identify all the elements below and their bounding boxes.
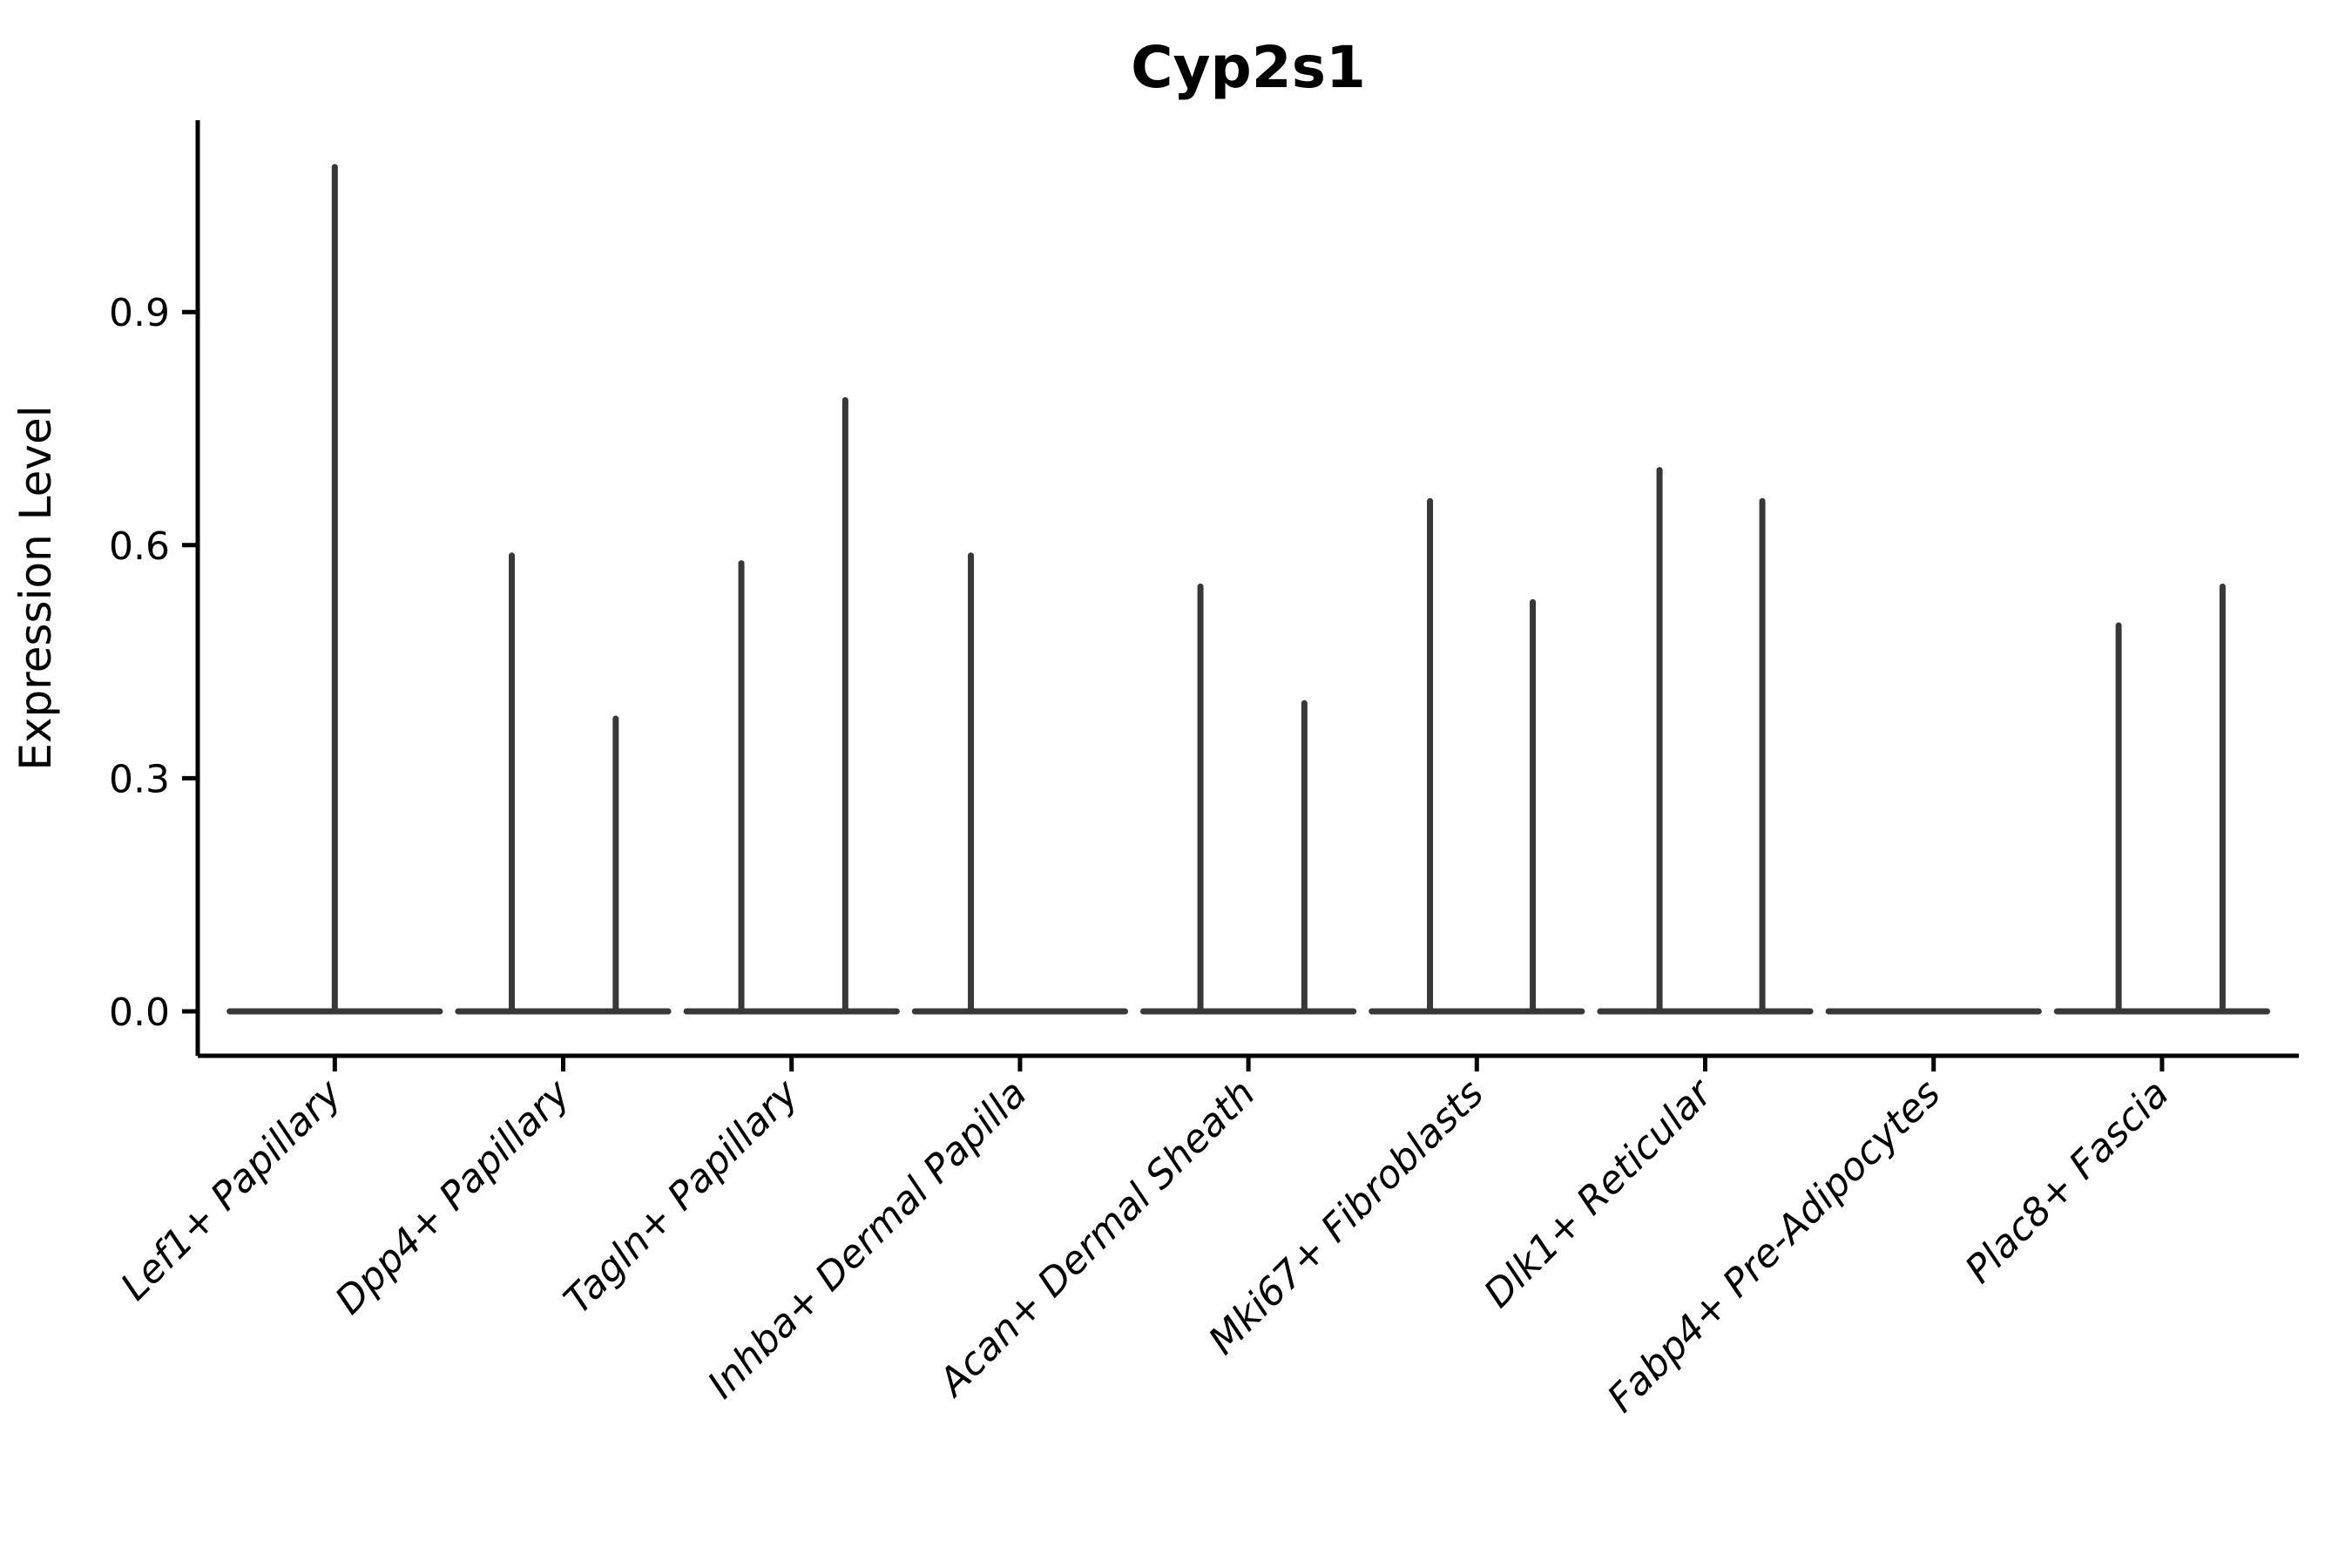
x-tick-label: Dlk1+ Reticular [1476,1070,1722,1316]
x-tick-label: Plac8+ Fascia [1957,1071,2177,1292]
violin [911,552,1129,1015]
y-tick-label: 0.6 [109,524,170,569]
chart-title: Cyp2s1 [1131,34,1366,101]
violin [455,552,672,1015]
y-tick-label: 0.0 [109,990,170,1035]
x-tick-label: Tagln+ Papillary [556,1071,808,1322]
y-axis-label: Expression Level [10,405,61,770]
y-axis-ticks: 0.0 0.3 0.6 0.9 [109,291,198,1035]
y-tick-label: 0.9 [109,291,170,335]
x-tick-label: Dpp4+ Papillary [327,1071,579,1323]
y-tick-label: 0.3 [109,757,170,801]
violin [1597,467,1814,1015]
violin [683,396,900,1015]
violin [2053,583,2271,1015]
violin [1369,497,1585,1015]
violin [226,164,443,1015]
violin [1140,583,1357,1015]
x-tick-label: Lef1+ Papillary [112,1071,351,1309]
violins [226,164,2271,1015]
